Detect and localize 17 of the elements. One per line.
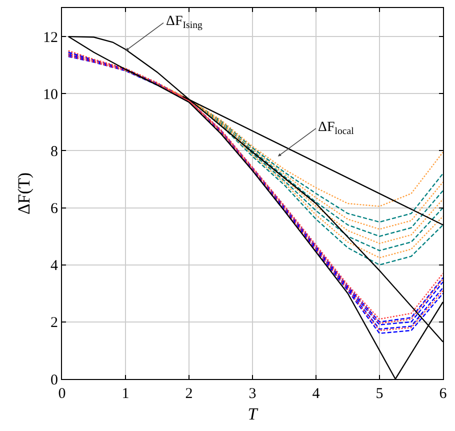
annotation: ΔF$_{local}$ (318, 120, 354, 137)
x-tick-label: 5 (376, 386, 384, 402)
y-tick-label: 6 (50, 201, 58, 218)
y-tick-label: 10 (43, 86, 58, 103)
y-tick-label: 12 (43, 30, 58, 46)
x-tick-label: 4 (312, 386, 320, 402)
y-axis-title: ΔF(T) (14, 172, 34, 215)
x-tick-label: 2 (185, 386, 193, 402)
x-tick-label: 3 (248, 386, 256, 402)
y-tick-label: 4 (50, 258, 58, 274)
y-tick-label: 8 (50, 144, 58, 160)
x-tick-label: 6 (439, 386, 448, 402)
y-tick-label: 2 (50, 315, 58, 332)
x-tick-label: 1 (122, 386, 130, 402)
annotation: ΔF$_{Ising}$ (166, 14, 202, 31)
y-tick-label: 0 (50, 372, 58, 388)
x-axis-title: T (248, 404, 259, 424)
